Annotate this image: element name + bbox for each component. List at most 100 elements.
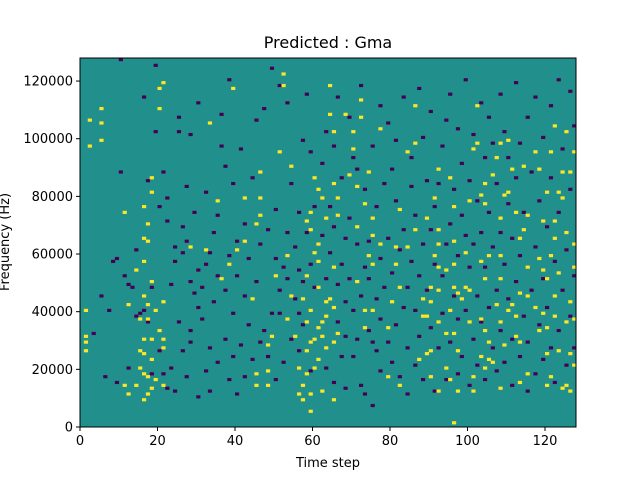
heatmap-cell-high (452, 239, 457, 243)
heatmap-cell-low (165, 386, 170, 390)
heatmap-cell-low (277, 83, 282, 88)
heatmap-cell-high (405, 150, 410, 154)
heatmap-cell-high (471, 389, 476, 393)
heatmap-cell-high (316, 242, 321, 246)
heatmap-cell-high (436, 320, 441, 324)
heatmap-cell-low (126, 366, 131, 370)
heatmap-cell-low (308, 150, 313, 154)
heatmap-cell-low (266, 354, 271, 359)
heatmap-cell-high (316, 357, 321, 361)
heatmap-cell-low (145, 320, 151, 324)
heatmap-cell-low (506, 297, 511, 301)
heatmap-cell-high (161, 300, 166, 304)
heatmap-cell-low (293, 245, 298, 249)
heatmap-cell-low (417, 334, 422, 338)
heatmap-cell-low (312, 205, 317, 209)
heatmap-cell-low (277, 311, 282, 315)
heatmap-cell-low (355, 167, 360, 171)
heatmap-cell-high (300, 383, 306, 387)
heatmap-cell-high (517, 380, 523, 385)
heatmap-cell-low (188, 340, 193, 344)
heatmap-cell-high (545, 190, 550, 194)
heatmap-cell-low (556, 210, 561, 214)
heatmap-cell-high (153, 377, 158, 382)
heatmap-cell-high (521, 164, 526, 168)
heatmap-cell-low (382, 285, 387, 289)
y-tick-label: 0 (65, 421, 73, 436)
heatmap-cell-high (351, 130, 356, 134)
heatmap-cells (80, 58, 577, 427)
heatmap-cell-high (122, 210, 127, 214)
heatmap-cell-low (188, 328, 193, 333)
heatmap-cell-high (142, 352, 147, 356)
heatmap-cell-high (533, 305, 538, 310)
heatmap-cell-low (374, 349, 379, 353)
heatmap-cell-high (548, 375, 554, 379)
heatmap-cell-low (502, 360, 507, 364)
heatmap-cell-high (362, 326, 368, 330)
heatmap-cell-high (362, 308, 368, 312)
heatmap-cell-high (142, 259, 147, 263)
heatmap-cell-high (479, 193, 484, 197)
heatmap-cell-low (428, 228, 433, 232)
heatmap-cell-high (436, 228, 441, 232)
heatmap-cell-high (413, 104, 418, 108)
heatmap-cell-high (393, 262, 399, 266)
heatmap-cell-high (142, 205, 147, 209)
heatmap-cell-high (149, 176, 154, 180)
heatmap-cell-high (537, 328, 542, 333)
heatmap-cell-low (390, 167, 395, 171)
heatmap-cell-high (436, 265, 441, 269)
heatmap-cell-low (545, 225, 550, 229)
heatmap-cell-low (421, 377, 426, 382)
heatmap-cell-high (390, 300, 395, 304)
heatmap-cell-high (545, 326, 550, 330)
heatmap-cell-high (463, 251, 468, 255)
heatmap-cell-high (444, 331, 449, 336)
heatmap-cell-low (242, 222, 247, 226)
heatmap-cell-low (455, 372, 461, 376)
heatmap-cell-low (231, 311, 236, 315)
heatmap-cell-low (514, 176, 519, 180)
heatmap-cell-low (502, 130, 507, 134)
heatmap-cell-low (304, 92, 309, 96)
heatmap-cell-low (254, 118, 259, 122)
heatmap-cell-low (207, 251, 213, 255)
heatmap-cell-low (99, 294, 104, 298)
heatmap-cell-low (479, 101, 484, 105)
heatmap-cell-high (126, 303, 131, 307)
heatmap-cell-high (479, 317, 484, 321)
heatmap-cell-high (281, 83, 286, 88)
heatmap-cell-high (320, 334, 325, 338)
heatmap-cell-low (134, 248, 139, 252)
heatmap-cell-low (498, 230, 503, 235)
heatmap-cell-high (378, 242, 383, 246)
heatmap-cell-high (572, 265, 577, 269)
heatmap-cell-low (258, 340, 263, 344)
heatmap-cell-low (227, 377, 232, 382)
heatmap-cell-high (564, 383, 569, 387)
heatmap-cell-high (541, 311, 546, 315)
heatmap-cell-high (366, 170, 371, 174)
heatmap-cell-low (483, 377, 488, 382)
heatmap-cell-high (126, 392, 131, 396)
heatmap-cell-low (169, 366, 174, 370)
x-tick-label: 0 (76, 434, 84, 449)
heatmap-cell-high (258, 170, 263, 174)
heatmap-cell-low (188, 132, 193, 137)
heatmap-cell-low (475, 363, 480, 367)
heatmap-cell-low (552, 259, 557, 263)
heatmap-cell-low (378, 369, 383, 373)
heatmap-cell-low (568, 314, 573, 318)
heatmap-cell-high (568, 170, 573, 174)
heatmap-cell-low (289, 181, 294, 186)
heatmap-cell-high (335, 213, 340, 217)
heatmap-cell-high (424, 314, 430, 318)
heatmap-cell-high (355, 184, 360, 189)
heatmap-cell-low (494, 181, 499, 186)
heatmap-cell-low (359, 383, 364, 387)
heatmap-cell-high (467, 199, 472, 203)
heatmap-cell-low (467, 179, 472, 183)
heatmap-cell-low (486, 115, 492, 119)
heatmap-cell-high (99, 107, 104, 111)
